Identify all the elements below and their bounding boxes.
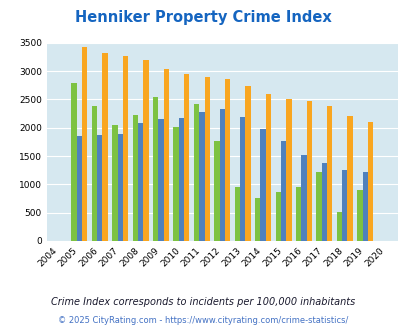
Bar: [132, 115, 138, 241]
Bar: [260, 129, 265, 241]
Bar: [178, 118, 183, 241]
Bar: [286, 99, 291, 241]
Text: © 2025 CityRating.com - https://www.cityrating.com/crime-statistics/: © 2025 CityRating.com - https://www.city…: [58, 315, 347, 325]
Bar: [254, 198, 260, 241]
Bar: [173, 127, 178, 241]
Bar: [183, 74, 189, 241]
Bar: [295, 187, 301, 241]
Bar: [102, 53, 107, 241]
Bar: [194, 104, 199, 241]
Bar: [214, 141, 219, 241]
Bar: [97, 135, 102, 241]
Bar: [356, 190, 362, 241]
Bar: [82, 48, 87, 241]
Bar: [321, 163, 326, 241]
Text: Crime Index corresponds to incidents per 100,000 inhabitants: Crime Index corresponds to incidents per…: [51, 297, 354, 307]
Bar: [341, 170, 347, 241]
Bar: [112, 125, 117, 241]
Bar: [347, 116, 352, 241]
Bar: [117, 134, 123, 241]
Bar: [280, 141, 286, 241]
Bar: [219, 109, 224, 241]
Text: Henniker Property Crime Index: Henniker Property Crime Index: [75, 10, 330, 25]
Bar: [224, 79, 230, 241]
Bar: [71, 83, 77, 241]
Bar: [245, 86, 250, 241]
Bar: [123, 56, 128, 241]
Bar: [336, 212, 341, 241]
Bar: [265, 94, 271, 241]
Bar: [234, 187, 239, 241]
Bar: [204, 77, 209, 241]
Bar: [92, 106, 97, 241]
Bar: [239, 117, 245, 241]
Bar: [301, 155, 306, 241]
Bar: [326, 106, 332, 241]
Bar: [275, 192, 280, 241]
Bar: [153, 97, 158, 241]
Bar: [367, 121, 372, 241]
Bar: [77, 136, 82, 241]
Bar: [306, 101, 311, 241]
Bar: [199, 112, 204, 241]
Bar: [143, 60, 148, 241]
Bar: [138, 123, 143, 241]
Bar: [315, 172, 321, 241]
Bar: [362, 172, 367, 241]
Bar: [158, 119, 163, 241]
Bar: [163, 69, 168, 241]
